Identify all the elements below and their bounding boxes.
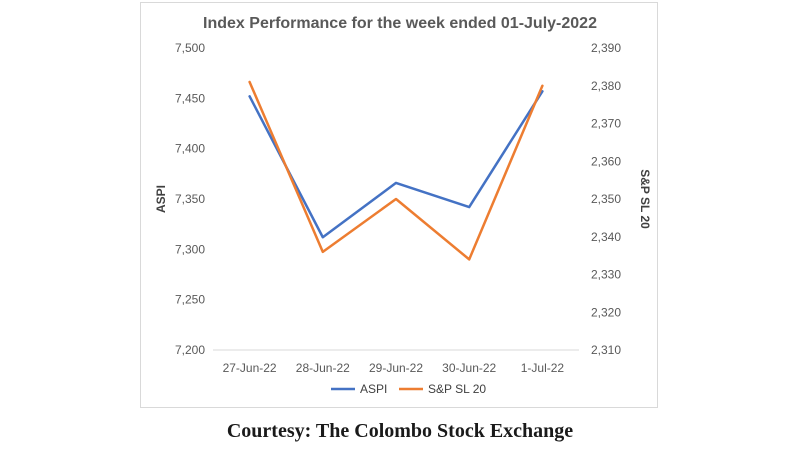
y-left-axis-title: ASPI (154, 185, 168, 213)
series-line-s-p-sl-20 (248, 80, 544, 261)
y-right-tick-label: 2,310 (591, 343, 621, 357)
legend-label: S&P SL 20 (428, 382, 486, 396)
x-tick-label: 30-Jun-22 (442, 361, 496, 375)
y-left-tick-label: 7,200 (175, 343, 205, 357)
y-right-tick-label: 2,340 (591, 230, 621, 244)
y-left-tick-label: 7,350 (175, 192, 205, 206)
legend-label: ASPI (360, 382, 387, 396)
y-right-axis-title: S&P SL 20 (638, 169, 652, 229)
y-right-tick-label: 2,370 (591, 117, 621, 131)
y-right-tick-label: 2,330 (591, 268, 621, 282)
y-right-tick-label: 2,350 (591, 192, 621, 206)
x-tick-label: 28-Jun-22 (296, 361, 350, 375)
y-left-tick-label: 7,450 (175, 91, 205, 105)
x-tick-label: 1-Jul-22 (521, 361, 565, 375)
x-tick-label: 29-Jun-22 (369, 361, 423, 375)
y-right-tick-label: 2,360 (591, 154, 621, 168)
y-right-tick-label: 2,380 (591, 79, 621, 93)
caption: Courtesy: The Colombo Stock Exchange (226, 420, 574, 442)
y-left-tick-label: 7,300 (175, 242, 205, 256)
series-line-aspi (248, 90, 544, 239)
y-right-tick-label: 2,320 (591, 305, 621, 319)
y-left-tick-label: 7,500 (175, 41, 205, 55)
chart-title: Index Performance for the week ended 01-… (203, 15, 597, 32)
y-left-tick-label: 7,250 (175, 293, 205, 307)
y-left-tick-label: 7,400 (175, 142, 205, 156)
y-right-tick-label: 2,390 (591, 41, 621, 55)
x-tick-label: 27-Jun-22 (223, 361, 277, 375)
chart-frame: Index Performance for the week ended 01-… (140, 2, 658, 408)
line-chart: Index Performance for the week ended 01-… (154, 15, 652, 396)
